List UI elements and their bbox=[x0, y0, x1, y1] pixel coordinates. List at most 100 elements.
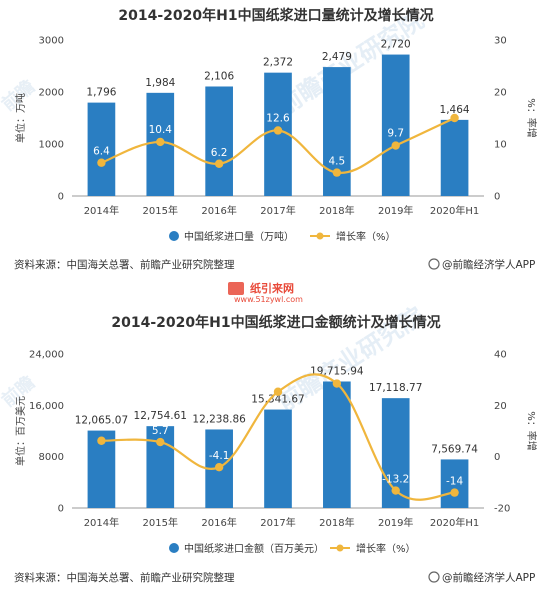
growth-rate-label: -14 bbox=[446, 476, 463, 488]
bar-value-label: 12,238.86 bbox=[192, 413, 246, 425]
x-tick-label: 2020年H1 bbox=[430, 516, 479, 529]
brand-credit: @前瞻经济学人APP bbox=[442, 258, 535, 271]
y-tick-label: 0 bbox=[58, 504, 64, 515]
growth-rate-point-5 bbox=[391, 141, 400, 150]
bar-value-label: 1,464 bbox=[440, 104, 470, 116]
site-logo-icon bbox=[228, 282, 244, 295]
y2-tick-label: 10 bbox=[494, 140, 507, 151]
y-tick-label: 0 bbox=[58, 192, 64, 203]
bar-value-label: 2,106 bbox=[204, 70, 234, 82]
growth-rate-point-1 bbox=[156, 437, 165, 447]
y-tick-label: 2000 bbox=[39, 88, 64, 99]
bar-0-0 bbox=[87, 102, 116, 196]
bar-value-label: 17,118.77 bbox=[369, 382, 422, 394]
growth-rate-point-3 bbox=[273, 387, 283, 396]
x-tick-label: 2018年 bbox=[319, 516, 354, 529]
chart-title: 2014-2020年H1中国纸浆进口金额统计及增长情况 bbox=[111, 314, 440, 331]
bar-value-label: 2,372 bbox=[263, 57, 293, 69]
growth-rate-label: 5.7 bbox=[152, 425, 169, 437]
legend-bar-label: 中国纸浆进口量（万吨） bbox=[184, 230, 294, 243]
x-tick-label: 2015年 bbox=[143, 516, 178, 529]
x-tick-label: 2017年 bbox=[260, 516, 295, 529]
x-tick-label: 2015年 bbox=[143, 204, 178, 217]
y-tick-label: 16,000 bbox=[29, 401, 64, 412]
growth-rate-label: 9.7 bbox=[387, 128, 404, 140]
y2-tick-label: 0 bbox=[494, 452, 500, 463]
x-tick-label: 2020年H1 bbox=[430, 204, 479, 217]
y2-tick-label: 20 bbox=[494, 88, 507, 99]
legend-bar-label: 中国纸浆进口金额（百万美元） bbox=[184, 542, 324, 555]
y-tick-label: 3000 bbox=[39, 36, 64, 47]
bar-1-3 bbox=[264, 409, 292, 508]
y-tick-label: 8000 bbox=[39, 452, 64, 463]
y2-tick-label: 40 bbox=[494, 350, 507, 361]
brand-credit: @前瞻经济学人APP bbox=[442, 571, 535, 584]
bar-value-label: 1,796 bbox=[86, 87, 116, 99]
x-tick-label: 2014年 bbox=[84, 204, 119, 217]
legend-bar-marker bbox=[169, 231, 179, 241]
brand-logo-icon bbox=[428, 258, 440, 270]
x-tick-label: 2014年 bbox=[84, 516, 119, 529]
growth-rate-point-5 bbox=[391, 486, 400, 495]
x-tick-label: 2016年 bbox=[201, 516, 236, 529]
x-tick-label: 2016年 bbox=[201, 204, 236, 217]
growth-rate-label: 4.5 bbox=[329, 156, 346, 168]
legend-line-label: 增长率（%） bbox=[356, 542, 416, 555]
site-watermark-title: 纸引来网 bbox=[250, 281, 294, 295]
growth-rate-point-4 bbox=[332, 379, 342, 388]
bar-0-6 bbox=[440, 119, 469, 196]
site-watermark-url: www.51zywl.com bbox=[234, 296, 303, 304]
bar-value-label: 19,715.94 bbox=[310, 365, 364, 377]
y2-tick-label: -20 bbox=[494, 504, 510, 515]
growth-rate-point-2 bbox=[214, 462, 224, 472]
growth-rate-point-0 bbox=[97, 158, 106, 167]
growth-rate-point-4 bbox=[332, 168, 342, 177]
bar-value-label: 2,479 bbox=[322, 51, 352, 63]
growth-rate-point-6 bbox=[450, 488, 459, 497]
legend-line-dot bbox=[336, 544, 344, 552]
legend-line-dot bbox=[316, 232, 324, 240]
bar-value-label: 2,720 bbox=[381, 39, 411, 51]
growth-rate-label: 25.3 bbox=[266, 375, 289, 387]
brand-logo-icon bbox=[428, 571, 440, 583]
y2-tick-label: 30 bbox=[494, 36, 507, 47]
source-note: 资料来源：中国海关总署、前瞻产业研究院整理 bbox=[14, 258, 235, 271]
x-tick-label: 2019年 bbox=[378, 516, 413, 529]
legend-line-label: 增长率（%） bbox=[336, 230, 396, 243]
bar-0-5 bbox=[381, 54, 410, 197]
y-axis-label: 单位：百万美元 bbox=[14, 396, 27, 466]
chart-title: 2014-2020年H1中国纸浆进口量统计及增长情况 bbox=[118, 7, 433, 24]
x-tick-label: 2018年 bbox=[319, 204, 354, 217]
y-tick-label: 24,000 bbox=[29, 350, 64, 361]
bar-value-label: 1,984 bbox=[145, 77, 175, 89]
y-tick-label: 1000 bbox=[39, 140, 64, 151]
growth-rate-point-0 bbox=[97, 436, 106, 445]
bar-0-2 bbox=[205, 86, 233, 196]
growth-rate-label: -13.2 bbox=[382, 474, 409, 486]
bar-1-4 bbox=[323, 381, 351, 508]
bar-value-label: 15,341.67 bbox=[251, 394, 304, 406]
y2-axis-label: %：率增 bbox=[525, 411, 538, 451]
growth-rate-label: 6.2 bbox=[211, 147, 228, 159]
y2-axis-label: %：率增 bbox=[525, 98, 538, 138]
bar-value-label: 12,065.07 bbox=[75, 415, 128, 427]
bar-value-label: 12,754.61 bbox=[134, 410, 187, 422]
source-note: 资料来源：中国海关总署、前瞻产业研究院整理 bbox=[14, 571, 235, 584]
growth-rate-label: 12.6 bbox=[266, 112, 290, 124]
growth-rate-point-6 bbox=[450, 113, 459, 123]
x-tick-label: 2019年 bbox=[378, 204, 413, 217]
chart-import-value: 前瞻产业研究院前瞻2014-2020年H1中国纸浆进口金额统计及增长情况0800… bbox=[0, 296, 538, 584]
growth-rate-point-3 bbox=[273, 126, 283, 135]
bar-value-label: 7,569.74 bbox=[431, 443, 478, 455]
bar-1-6 bbox=[440, 459, 469, 508]
growth-rate-label: 6.4 bbox=[93, 146, 110, 158]
y2-tick-label: 20 bbox=[494, 401, 507, 412]
chart-import-volume: 前瞻产业研究院前瞻2014-2020年H1中国纸浆进口量统计及增长情况01000… bbox=[0, 6, 538, 295]
growth-rate-point-2 bbox=[214, 159, 224, 168]
x-tick-label: 2017年 bbox=[260, 204, 295, 217]
growth-rate-label: 10.4 bbox=[149, 124, 173, 136]
y-axis-label: 单位：万吨 bbox=[14, 93, 27, 143]
y2-tick-label: 0 bbox=[494, 192, 500, 203]
growth-rate-point-1 bbox=[156, 137, 165, 147]
